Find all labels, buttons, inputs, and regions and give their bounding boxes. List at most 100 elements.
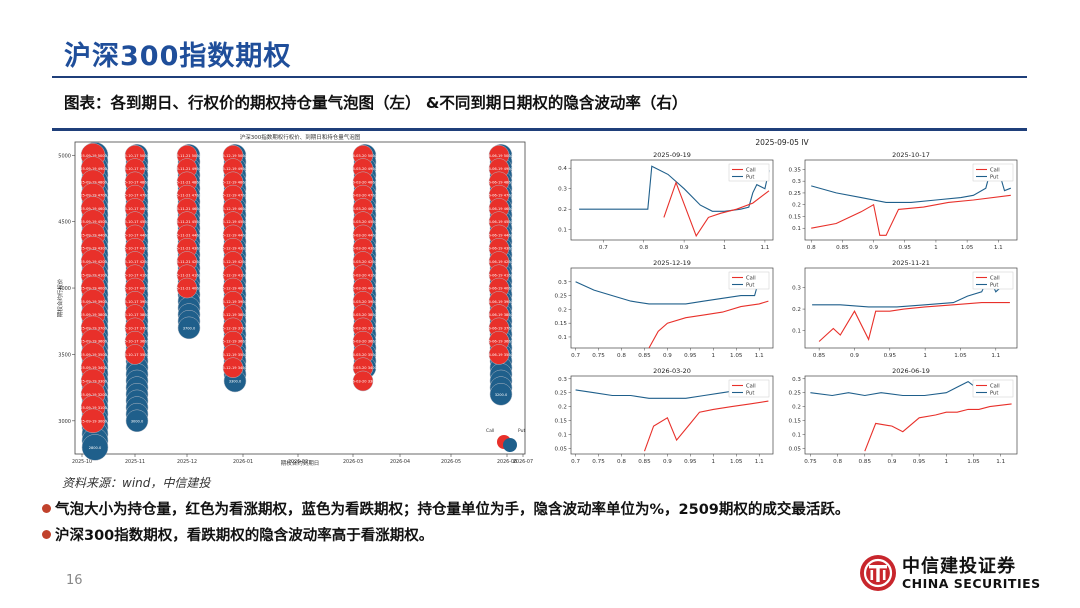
put-bubble <box>125 409 149 433</box>
iv-subplot-title: 2025-11-21 <box>892 259 930 267</box>
bubble-label: 2026-06-19 5000.0 <box>482 154 517 158</box>
bubble-x-axis-label: 期权合约到期日 <box>281 459 320 467</box>
bubble-label: 2025-12-19 4800.0 <box>216 180 251 184</box>
bullet-dot-icon <box>42 530 51 539</box>
bubble-x-tick-label: 2026-05 <box>441 459 461 465</box>
iv-x-tick-label: 1.05 <box>730 353 743 359</box>
bubble-label: 2026-03-20 4200.0 <box>346 260 381 264</box>
iv-x-tick-label: 0.8 <box>807 245 816 251</box>
bubble-label: 2026-06-19 4000.0 <box>482 287 517 291</box>
open-interest-bubble-chart: 沪深300指数期权行权价、到期日和持仓量气泡图 期权合约到期日 期权合约行权价 202… <box>55 133 533 470</box>
bubble-label: 2026-03-20 4400.0 <box>346 233 381 237</box>
call-iv-line <box>864 403 1012 452</box>
iv-x-tick-label: 0.7 <box>571 353 580 359</box>
bubble-label: 2025-12-19 4400.0 <box>216 233 251 237</box>
iv-x-tick-label: 1.1 <box>760 245 769 251</box>
iv-x-tick-label: 0.9 <box>663 353 672 359</box>
bubble-label: 2026-06-19 4400.0 <box>482 233 517 237</box>
bubble-label: 2025-11-21 4100.0 <box>170 273 205 277</box>
bubble-label: 2026-03-20 4700.0 <box>346 194 381 198</box>
iv-legend-put: Put <box>746 175 754 181</box>
bubble-label: 2025-09-19 4800.0 <box>76 180 111 184</box>
iv-legend-call: Call <box>990 384 1000 390</box>
iv-x-tick-label: 0.9 <box>850 353 859 359</box>
source-note: 资料来源：wind，中信建投 <box>62 476 211 490</box>
bubble-label: 3000.0 <box>131 419 144 423</box>
iv-x-tick-label: 0.75 <box>592 353 605 359</box>
bubble-label: 2025-09-19 3200.0 <box>76 393 111 397</box>
bubble-label: 2026-03-20 4000.0 <box>346 287 381 291</box>
bubble-label: 2025-09-19 3700.0 <box>76 326 111 330</box>
iv-x-tick-label: 0.95 <box>899 245 912 251</box>
bubble-y-tick-label: 4000 <box>58 286 71 292</box>
bubble-label: 2025-10-17 4800.0 <box>118 180 153 184</box>
figure-caption: 图表：各到期日、行权价的期权持仓量气泡图（左） &不同到期日期权的隐含波动率（右… <box>64 94 688 112</box>
iv-x-tick-label: 0.85 <box>836 245 849 251</box>
bubble-label: 2025-09-19 4000.0 <box>76 287 111 291</box>
iv-x-tick-label: 0.8 <box>617 459 626 465</box>
bubble-y-tick-label: 5000 <box>58 153 71 159</box>
bubble-label: 2025-09-19 4600.0 <box>76 207 111 211</box>
bubble-label: 2025-12-19 3700.0 <box>216 326 251 330</box>
bubble-label: 2025-09-19 3300.0 <box>76 379 111 383</box>
iv-x-tick-label: 0.9 <box>663 459 672 465</box>
iv-x-tick-label: 0.85 <box>859 459 872 465</box>
bubble-label: 2025-11-21 5000.0 <box>170 154 205 158</box>
bubble-label: 3200.0 <box>495 393 508 397</box>
iv-y-tick-label: 0.3 <box>558 280 567 286</box>
bubble-legend-call: Call <box>486 428 494 434</box>
bubble-label: 2026-06-19 4100.0 <box>482 273 517 277</box>
bubble-label: 2025-12-19 3500.0 <box>216 353 251 357</box>
caption-divider <box>52 128 1027 131</box>
bullet-text-1: 气泡大小为持仓量，红色为看涨期权，蓝色为看跌期权；持仓量单位为手，隐含波动率单位… <box>55 502 850 518</box>
iv-y-tick-label: 0.15 <box>555 419 568 425</box>
bubble-label: 2026-03-20 4100.0 <box>346 273 381 277</box>
iv-subplot-2025-10-17: 2025-10-17 0.8 0.85 0.9 0.95 1 1.05 1.1 0.1 0.15 0… <box>789 151 1018 251</box>
bullet-dot-icon <box>42 504 51 513</box>
bubble-label: 2026-03-20 3600.0 <box>346 340 381 344</box>
bullet-text-2: 沪深300指数期权，看跌期权的隐含波动率高于看涨期权。 <box>55 528 434 544</box>
iv-y-tick-label: 0.1 <box>792 329 801 335</box>
iv-x-tick-label: 1 <box>934 245 938 251</box>
bubble-label: 2025-09-19 4200.0 <box>76 260 111 264</box>
page-number: 16 <box>66 573 83 588</box>
bubble-x-tick-label: 2026-04 <box>390 459 410 465</box>
bubble-label: 2025-12-19 3800.0 <box>216 313 251 317</box>
iv-y-tick-label: 0.1 <box>792 433 801 439</box>
bubble-x-tick-label: 2025-11 <box>125 459 145 465</box>
bubble-label: 2026-06-19 3800.0 <box>482 313 517 317</box>
iv-legend-put: Put <box>746 283 754 289</box>
bubble-label: 2025-09-19 3400.0 <box>76 366 111 370</box>
iv-y-tick-label: 0.35 <box>789 167 802 173</box>
bubble-label: 2025-09-19 4700.0 <box>76 194 111 198</box>
iv-legend-call: Call <box>746 276 756 282</box>
bubble-x-tick-label: 2025-12 <box>177 459 197 465</box>
iv-subplot-title: 2025-09-19 <box>653 151 691 159</box>
bubble-label: 2026-06-19 4600.0 <box>482 207 517 211</box>
iv-y-tick-label: 0.4 <box>558 166 567 172</box>
bubble-label: 2025-09-19 5000.0 <box>76 154 111 158</box>
bubble-label: 2025-09-19 4500.0 <box>76 220 111 224</box>
bubble-label: 2026-03-20 3500.0 <box>346 353 381 357</box>
iv-legend-put: Put <box>746 391 754 397</box>
slide-title: 沪深300指数期权 <box>64 41 292 72</box>
call-iv-line <box>648 300 769 349</box>
bubble-label: 2026-03-20 3300.0 <box>346 379 381 383</box>
bubble-label: 2025-10-17 4100.0 <box>118 273 153 277</box>
iv-x-tick-label: 1.05 <box>961 245 974 251</box>
bubble-y-tick-label: 3000 <box>58 419 71 425</box>
iv-legend-call: Call <box>746 168 756 174</box>
bubble-label: 3300.0 <box>229 379 242 383</box>
iv-y-tick-label: 0.1 <box>558 228 567 234</box>
iv-subplot-2026-03-20: 2026-03-20 0.7 0.75 0.8 0.85 0.9 0.95 1 1.05 1.1 0… <box>555 367 774 465</box>
bubble-x-tick-label: 2026-01 <box>233 459 253 465</box>
bubble-label: 2025-09-19 3600.0 <box>76 340 111 344</box>
bubble-label: 2026-06-19 4500.0 <box>482 220 517 224</box>
iv-x-tick-label: 1 <box>923 353 927 359</box>
call-iv-line <box>811 194 1011 236</box>
iv-x-tick-label: 1.1 <box>991 353 1000 359</box>
bubble-label: 2026-06-19 3700.0 <box>482 326 517 330</box>
call-bubble <box>124 344 146 365</box>
iv-y-tick-label: 0.2 <box>792 307 801 313</box>
